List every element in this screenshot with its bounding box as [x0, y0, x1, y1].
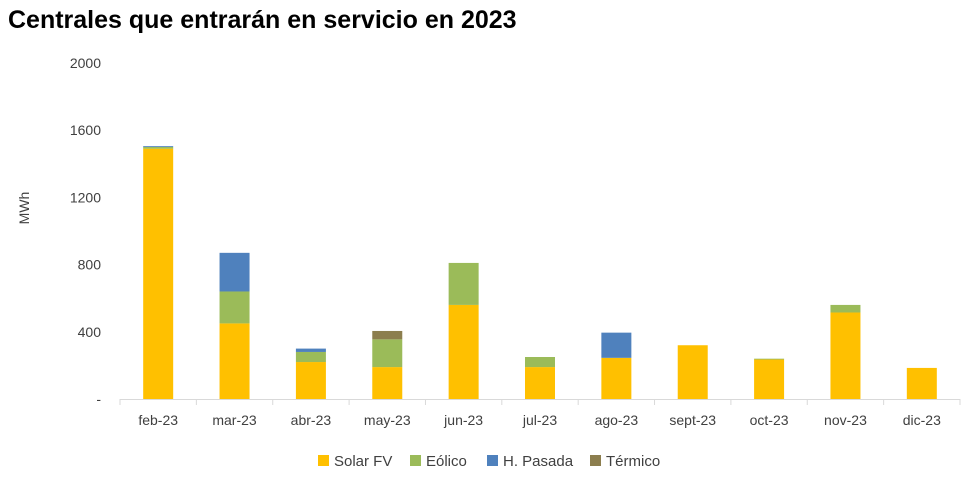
bar-segment — [830, 312, 861, 399]
y-axis-title: MWh — [16, 192, 32, 225]
bar-segment — [372, 330, 403, 340]
bar-segment — [448, 262, 479, 305]
legend-label: Solar FV — [334, 453, 392, 470]
bar-segment — [525, 367, 555, 399]
x-tick-label: nov-23 — [824, 412, 867, 428]
x-tick-label: abr-23 — [291, 412, 332, 428]
bar-segment — [219, 252, 250, 292]
x-tick-label: mar-23 — [212, 412, 257, 428]
y-tick-label: 1600 — [70, 122, 101, 138]
bar-segment — [601, 357, 632, 399]
y-tick-label: - — [96, 391, 101, 407]
x-tick-label: jun-23 — [443, 412, 483, 428]
legend-swatch — [410, 455, 421, 466]
x-tick-label: oct-23 — [750, 412, 789, 428]
bar-segment — [143, 148, 174, 399]
bar-segment — [830, 304, 861, 313]
bar-segment — [143, 146, 174, 147]
y-tick-label: 2000 — [70, 55, 101, 71]
y-tick-label: 1200 — [70, 189, 101, 205]
x-tick-label: sept-23 — [669, 412, 716, 428]
x-tick-label: may-23 — [364, 412, 411, 428]
legend-swatch — [590, 455, 601, 466]
bar-segment — [754, 359, 785, 399]
bar-segment — [448, 304, 479, 399]
y-tick-label: 800 — [78, 257, 102, 273]
bar-segment — [219, 291, 250, 324]
x-tick-label: feb-23 — [138, 412, 178, 428]
bar-segment — [601, 332, 632, 358]
bar-segment — [295, 348, 326, 352]
bar-segment — [219, 323, 250, 399]
y-tick-label: 400 — [78, 324, 102, 340]
bar-segment — [754, 358, 785, 360]
bar-segment — [295, 362, 326, 399]
legend-label: Térmico — [606, 453, 660, 470]
bar-segment — [906, 367, 937, 399]
bar-segment — [372, 339, 403, 368]
x-tick-label: ago-23 — [595, 412, 639, 428]
bar-segment — [143, 147, 174, 149]
legend-swatch — [487, 455, 498, 466]
chart-title: Centrales que entrarán en servicio en 20… — [8, 6, 517, 34]
bar-segment — [525, 357, 555, 368]
x-tick-label: dic-23 — [903, 412, 941, 428]
bar-segment — [372, 367, 403, 399]
bar-segment — [677, 345, 708, 399]
x-tick-label: jul-23 — [522, 412, 557, 428]
legend-label: Eólico — [426, 453, 467, 470]
bar-segment — [295, 351, 326, 363]
legend-swatch — [318, 455, 329, 466]
legend-label: H. Pasada — [503, 453, 574, 470]
